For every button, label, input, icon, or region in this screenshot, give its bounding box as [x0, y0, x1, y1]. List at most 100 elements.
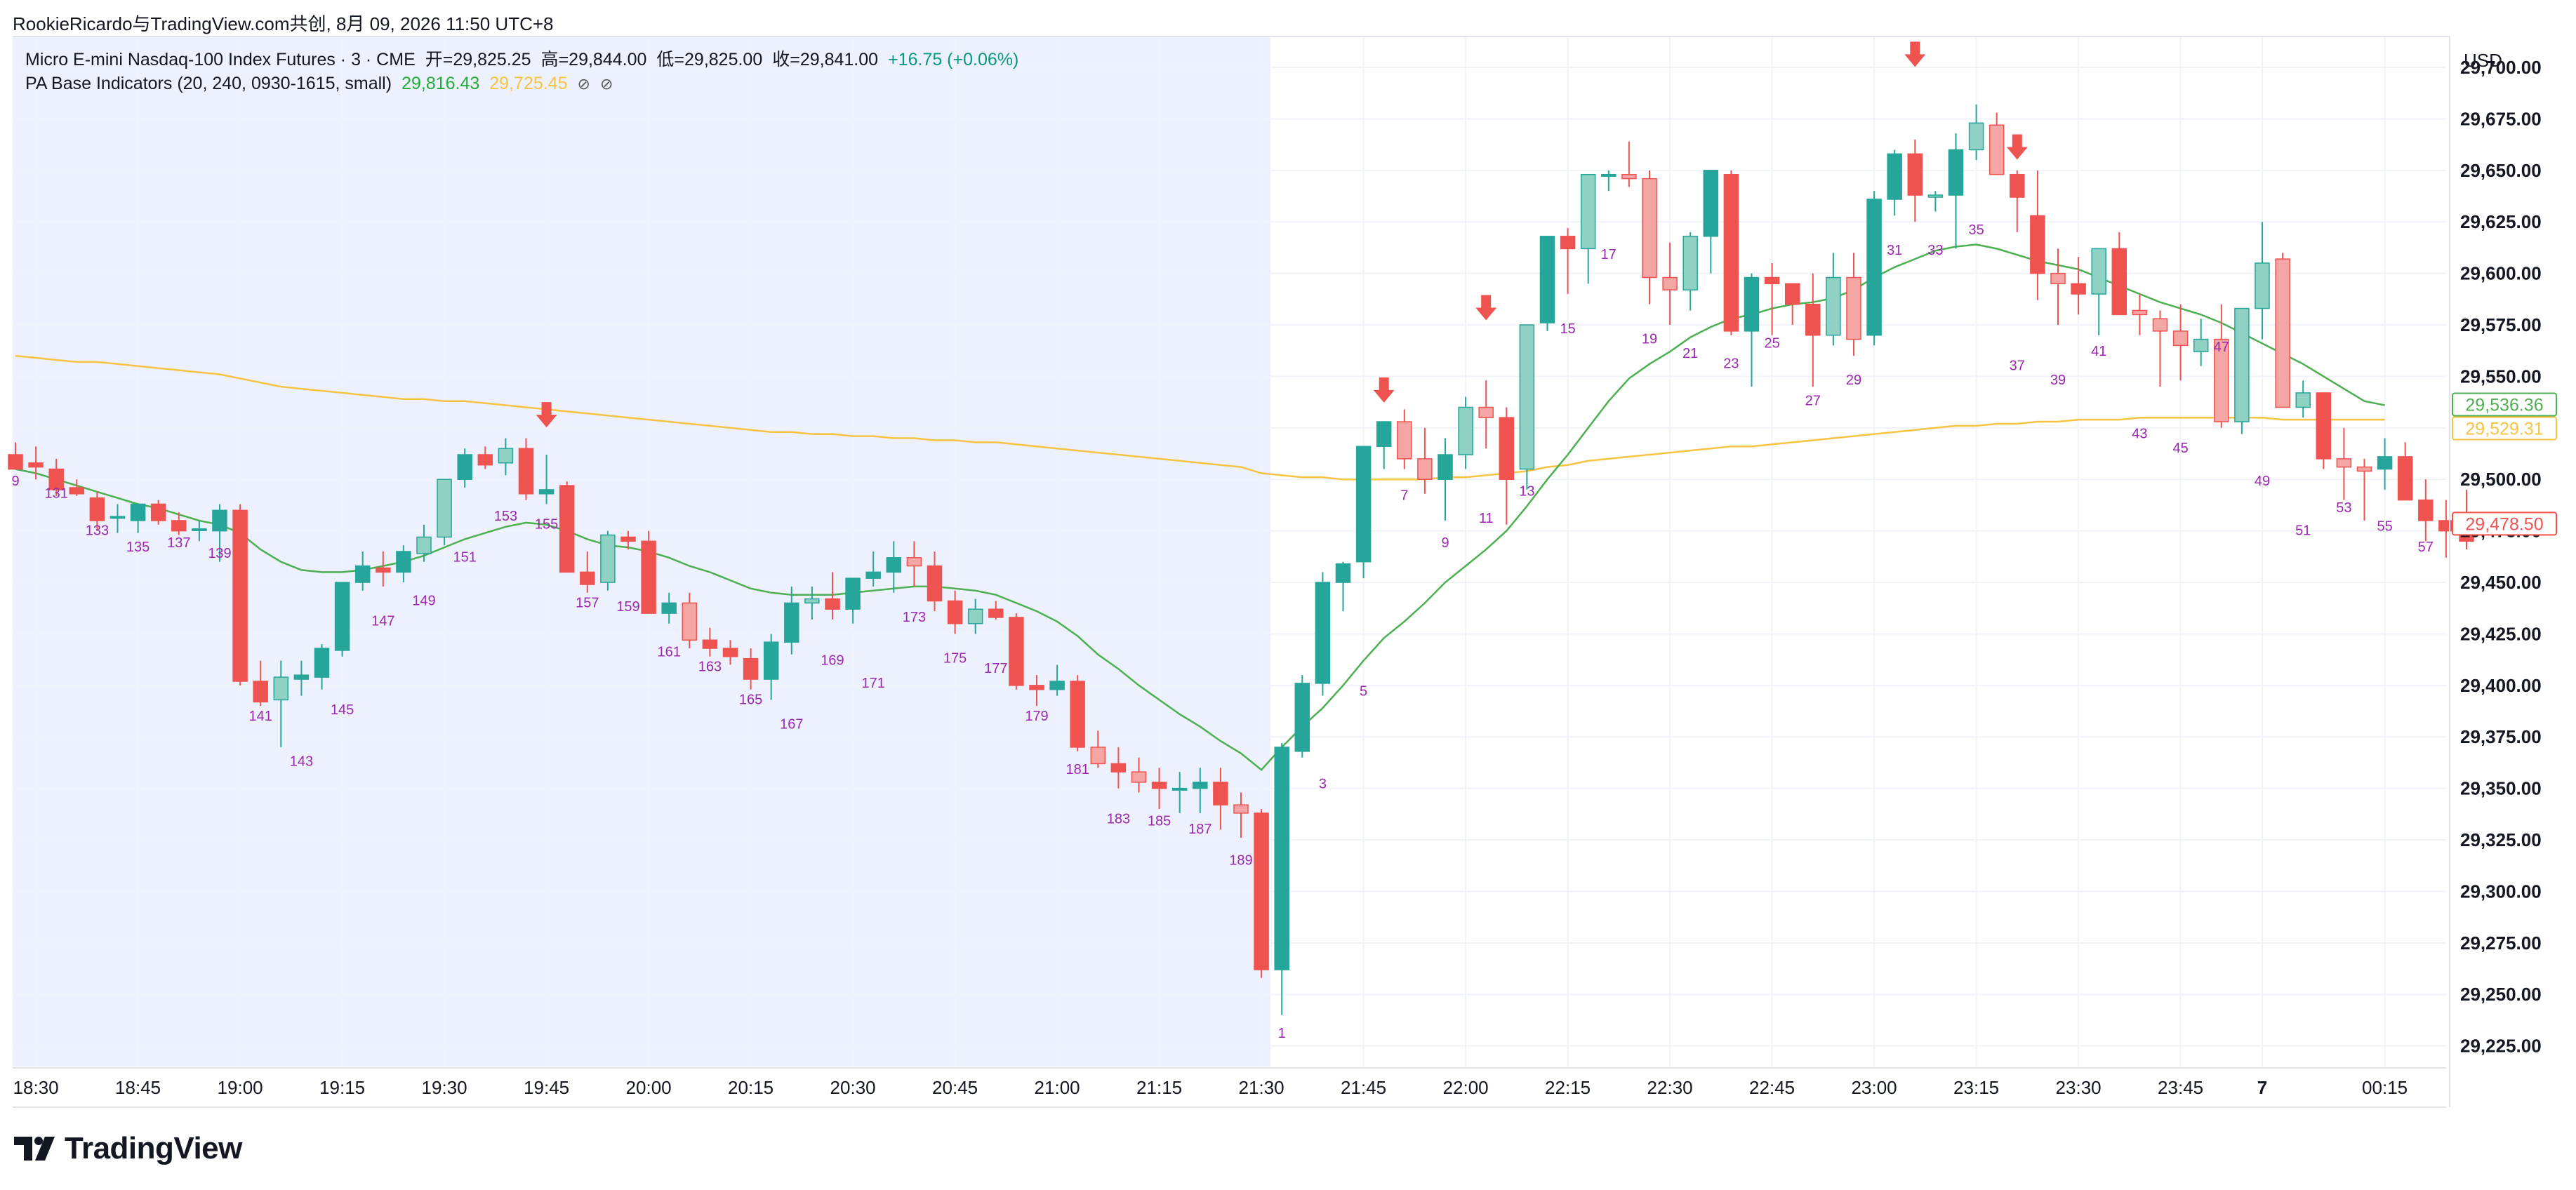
bar-count-label: 171 [862, 676, 885, 691]
candle-body [1662, 276, 1678, 290]
candle-body [2091, 248, 2106, 295]
candle-body [232, 509, 248, 682]
bar-count-label: 145 [331, 702, 354, 718]
bar-count-label: 159 [616, 599, 639, 615]
candle-body [1642, 178, 1657, 279]
candle-body [722, 648, 738, 657]
bar-count-label: 165 [739, 692, 762, 707]
candle-body [906, 557, 922, 567]
eye-off-icon[interactable]: ⊘ [577, 75, 590, 93]
change-value: +16.75 (+0.06%) [888, 50, 1019, 69]
candle-body [2438, 520, 2454, 532]
tradingview-brand[interactable]: TradingView [14, 1131, 242, 1166]
bar-count-label: 49 [2255, 474, 2270, 489]
candle-body [2152, 318, 2168, 332]
candle-body [498, 448, 514, 464]
y-tick-label: 29,700.00 [2460, 57, 2542, 78]
candle-body [988, 608, 1004, 618]
bar-count-label: 143 [290, 754, 313, 769]
bar-count-label: 41 [2091, 344, 2106, 359]
y-tick-label: 29,400.00 [2460, 675, 2542, 696]
candle-body [2418, 499, 2434, 521]
bar-count-label: 135 [126, 540, 150, 555]
bar-count-label: 183 [1107, 812, 1130, 827]
x-tick-label: 22:15 [1545, 1077, 1591, 1098]
y-tick-label: 29,425.00 [2460, 623, 2542, 644]
candle-body [1826, 276, 1841, 336]
candle-body [1070, 681, 1085, 748]
bar-count-label: 153 [494, 509, 517, 524]
candle-body [2071, 283, 2086, 295]
candle-body [1866, 199, 1882, 336]
y-tick-label: 29,250.00 [2460, 984, 2542, 1005]
candle-body [1560, 236, 1576, 250]
candle-body [1458, 406, 1473, 455]
bar-count-label: 179 [1025, 709, 1048, 724]
bar-count-label: 23 [1723, 356, 1739, 372]
symbol-name: Micro E-mini Nasdaq-100 Index Futures · … [25, 50, 416, 69]
candle-body [69, 487, 85, 495]
bar-count-label: 9 [1441, 535, 1449, 551]
candle-body [2111, 248, 2127, 316]
candle-body [1171, 787, 1188, 791]
candle-body [416, 536, 432, 554]
bar-count-label: 9 [11, 474, 19, 489]
candle-body [1376, 421, 1392, 448]
candle-body [2356, 466, 2372, 472]
candle-body [763, 641, 779, 680]
candle-body [2275, 258, 2290, 408]
bar-count-label: 19 [1642, 331, 1657, 347]
candle-body [477, 454, 493, 466]
x-tick-label: 23:30 [2056, 1077, 2102, 1098]
tradingview-logo-icon [14, 1137, 55, 1161]
bar-count-label: 33 [1927, 243, 1943, 258]
candle-body [1887, 153, 1902, 200]
bar-count-label: 7 [1400, 488, 1408, 504]
bar-count-label: 189 [1229, 853, 1252, 868]
bar-count-label: 169 [821, 653, 844, 668]
bar-count-label: 5 [1360, 684, 1367, 700]
currency-label: USD [2464, 50, 2502, 71]
y-tick-label: 29,325.00 [2460, 829, 2542, 850]
x-tick-label: 18:30 [13, 1077, 59, 1098]
y-tick-label: 29,275.00 [2460, 932, 2542, 954]
legend-symbol-row[interactable]: Micro E-mini Nasdaq-100 Index Futures · … [25, 48, 1018, 72]
candle-body [1621, 173, 1637, 180]
bar-count-label: 13 [1519, 484, 1534, 500]
candle-body [1601, 173, 1616, 177]
low-value: 低=29,825.00 [656, 50, 763, 69]
legend-indicator-row[interactable]: PA Base Indicators (20, 240, 0930-1615, … [25, 72, 1018, 96]
bar-count-label: 29 [1846, 373, 1861, 388]
bar-count-label: 55 [2377, 519, 2392, 535]
bar-count-label: 161 [658, 645, 681, 660]
bar-count-label: 157 [576, 595, 599, 610]
candle-body [150, 503, 166, 521]
candle-body [1703, 170, 1719, 237]
candle-body [253, 681, 268, 703]
eye-off-icon[interactable]: ⊘ [599, 75, 613, 93]
x-tick-label: 21:15 [1136, 1077, 1182, 1098]
candle-body [559, 485, 575, 573]
candle-body [130, 503, 146, 521]
x-tick-label: 21:45 [1341, 1077, 1386, 1098]
candle-body [1539, 236, 1555, 323]
candle-body [682, 602, 698, 641]
candle-body [1519, 324, 1535, 470]
y-tick-label: 29,500.00 [2460, 469, 2542, 490]
y-tick-label: 29,375.00 [2460, 726, 2542, 747]
candle-body [661, 602, 677, 614]
y-tick-label: 29,300.00 [2460, 881, 2542, 902]
bar-count-label: 181 [1066, 762, 1089, 777]
candle-body [2336, 458, 2352, 468]
x-tick-label: 20:15 [728, 1077, 774, 1098]
bar-count-label: 151 [453, 550, 477, 566]
ma-slow-line [15, 354, 2385, 481]
candle-body [1682, 236, 1698, 290]
candle-body [1029, 685, 1044, 690]
bar-count-label: 57 [2418, 540, 2434, 555]
sell-signal-arrow-icon [1373, 377, 1395, 403]
candle-body [1151, 782, 1167, 789]
ma-fast-value: 29,816.43 [401, 74, 480, 93]
candle-body [2234, 307, 2250, 422]
